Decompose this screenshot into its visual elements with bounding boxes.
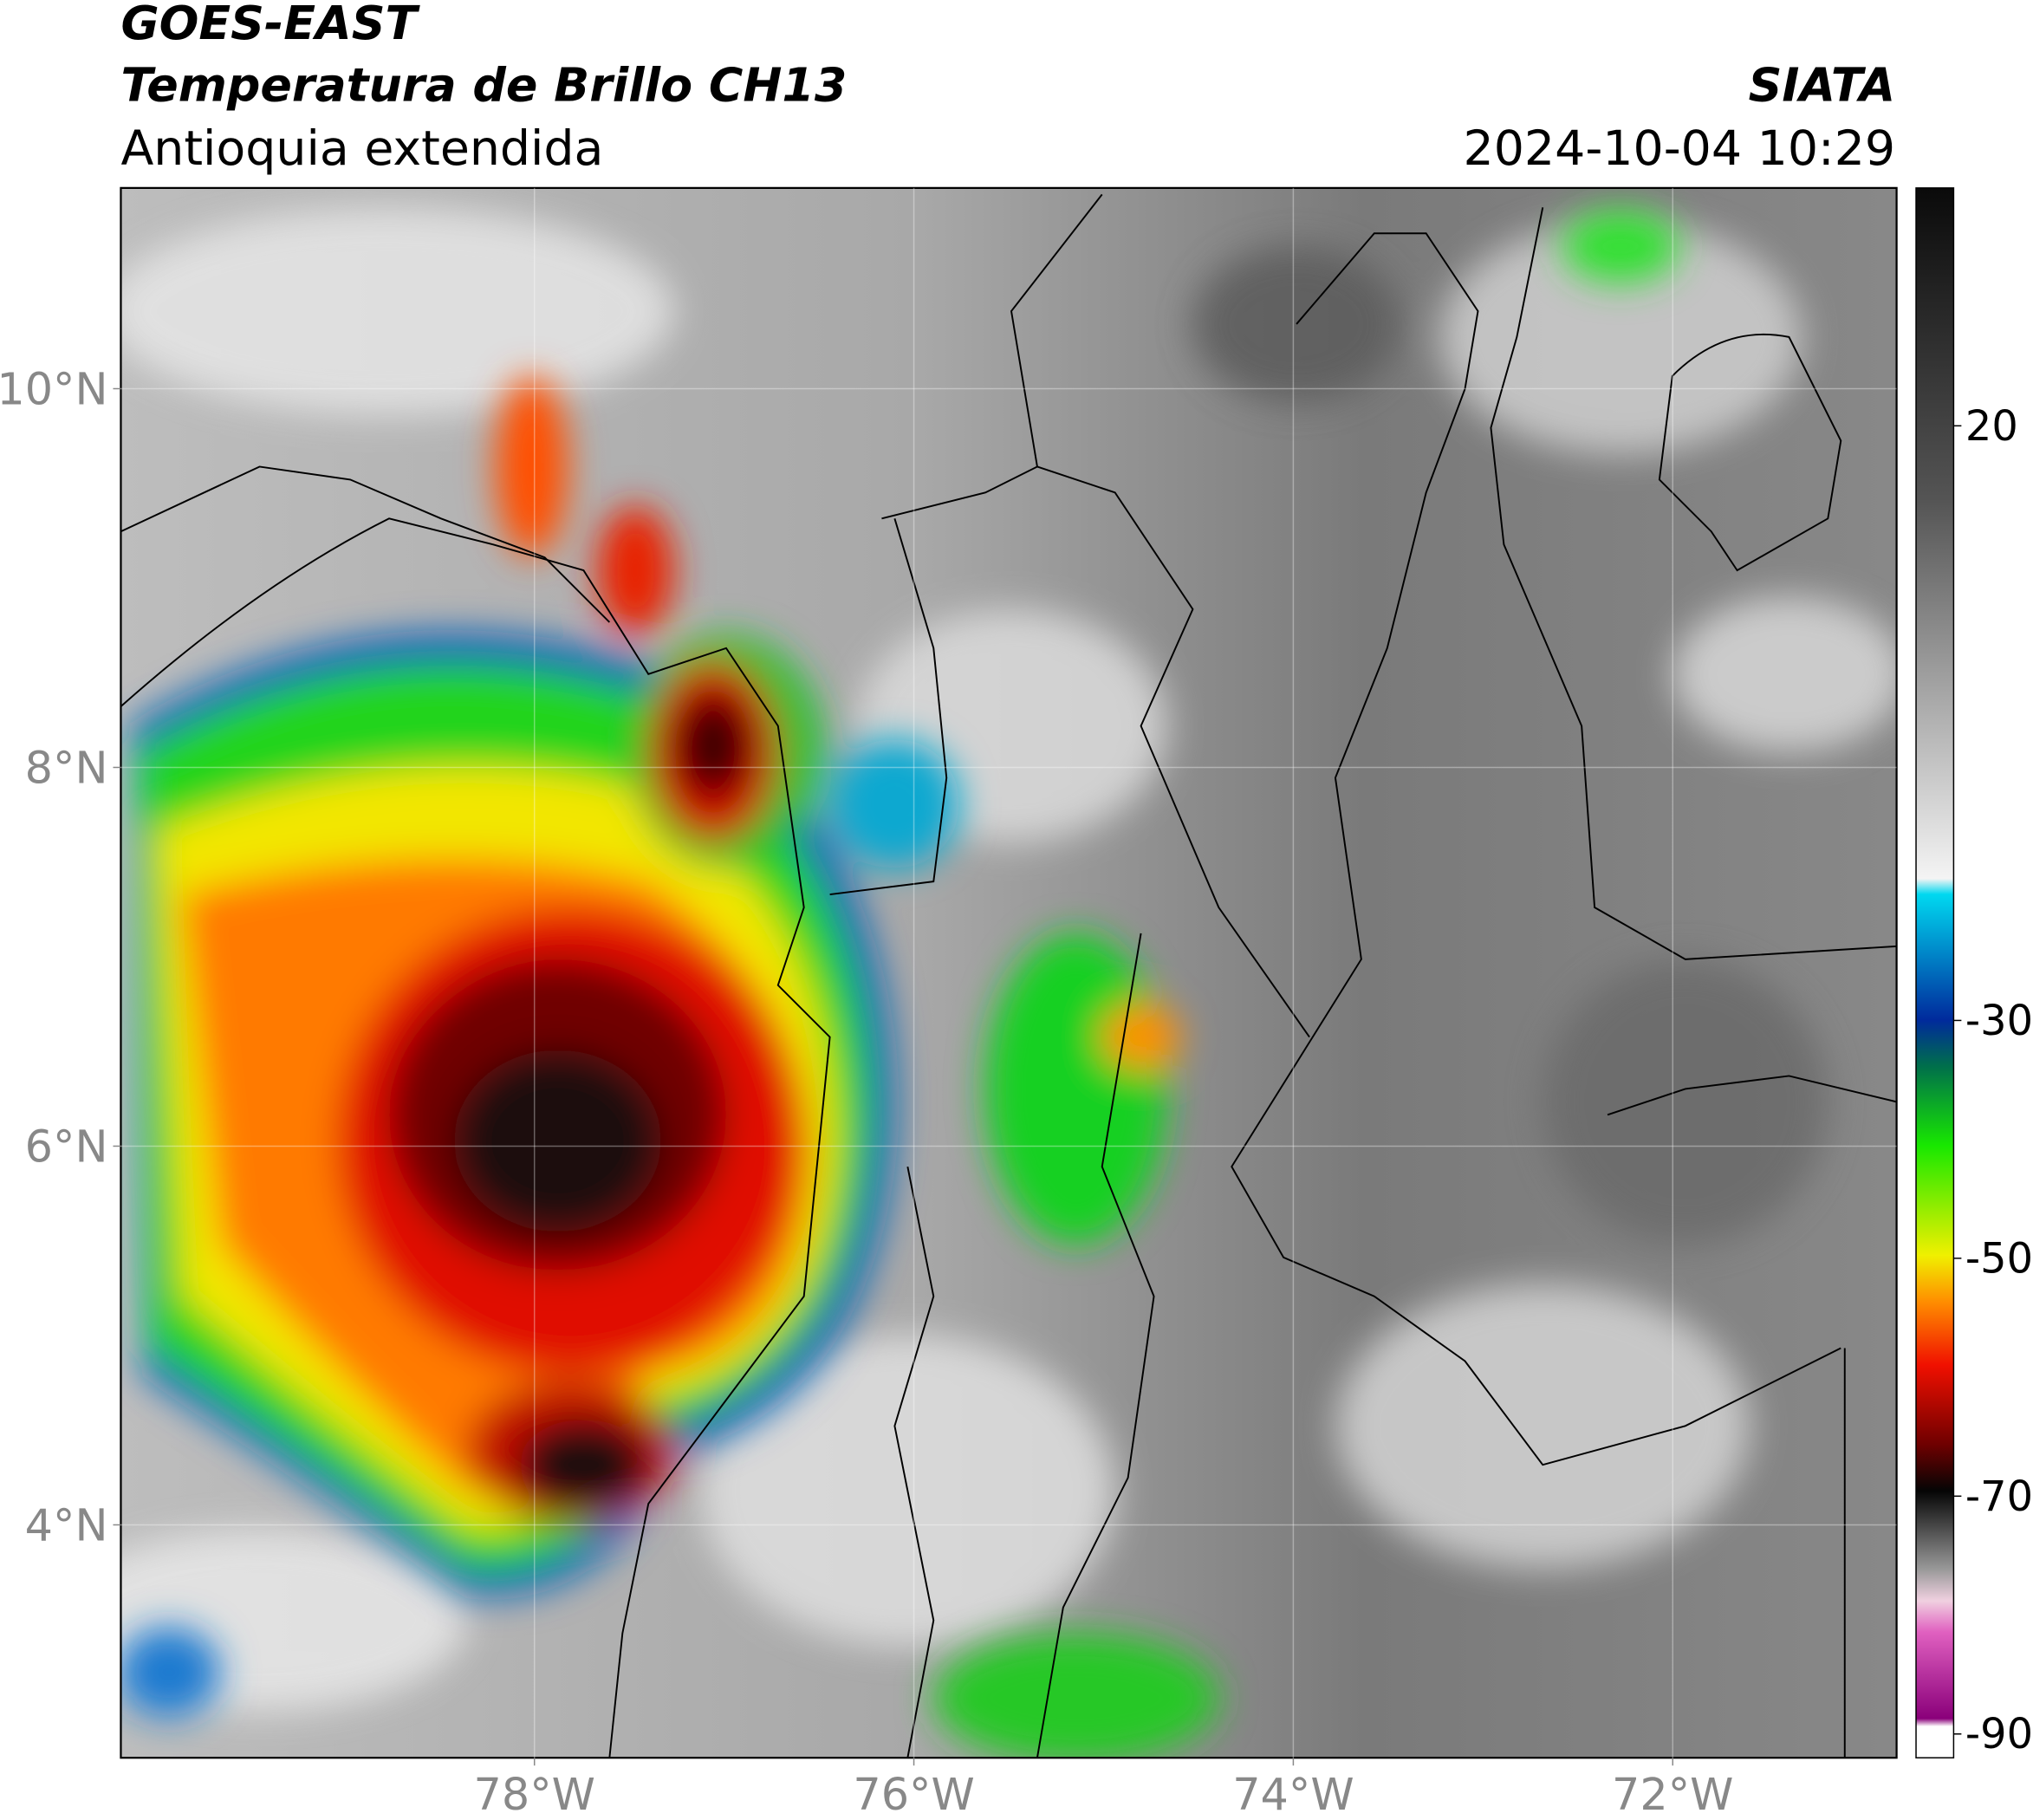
colorbar-tick-label: -30 bbox=[1965, 998, 2033, 1045]
colorbar-tick-label: -90 bbox=[1965, 1711, 2033, 1758]
x-tick-label: 74°W bbox=[1232, 1769, 1354, 1820]
axis-ticks: 78°W 76°W 74°W 72°W 10°N 8°N 6°N 4°N bbox=[0, 363, 1733, 1820]
boundaries bbox=[120, 193, 1897, 1758]
x-tick-label: 72°W bbox=[1612, 1769, 1733, 1820]
satellite-image bbox=[120, 187, 1897, 1758]
subtitle: Temperatura de Brillo CH13 bbox=[120, 58, 847, 113]
x-tick-label: 78°W bbox=[474, 1769, 595, 1820]
grid bbox=[120, 187, 1897, 1758]
y-tick-label: 6°N bbox=[25, 1121, 108, 1172]
region: Antioquia extendida bbox=[120, 121, 603, 177]
y-tick-label: 10°N bbox=[0, 363, 107, 414]
colorbar bbox=[1915, 187, 1955, 1758]
colorbar-tick-label: 20 bbox=[1965, 403, 2018, 451]
source: SIATA bbox=[1749, 58, 1896, 113]
y-tick-label: 4°N bbox=[25, 1499, 108, 1550]
x-tick-label: 76°W bbox=[853, 1769, 974, 1820]
map-frame bbox=[120, 186, 1898, 1759]
colorbar-tick-label: -50 bbox=[1965, 1235, 2033, 1283]
y-tick-label: 8°N bbox=[25, 742, 108, 793]
datetime: 2024-10-04 10:29 bbox=[1464, 121, 1896, 177]
title: GOES-EAST bbox=[120, 0, 420, 50]
colorbar-tick-label: -70 bbox=[1965, 1473, 2033, 1521]
colorbar-ticks: 20 -30 -50 -70 -90 bbox=[1953, 403, 2033, 1758]
